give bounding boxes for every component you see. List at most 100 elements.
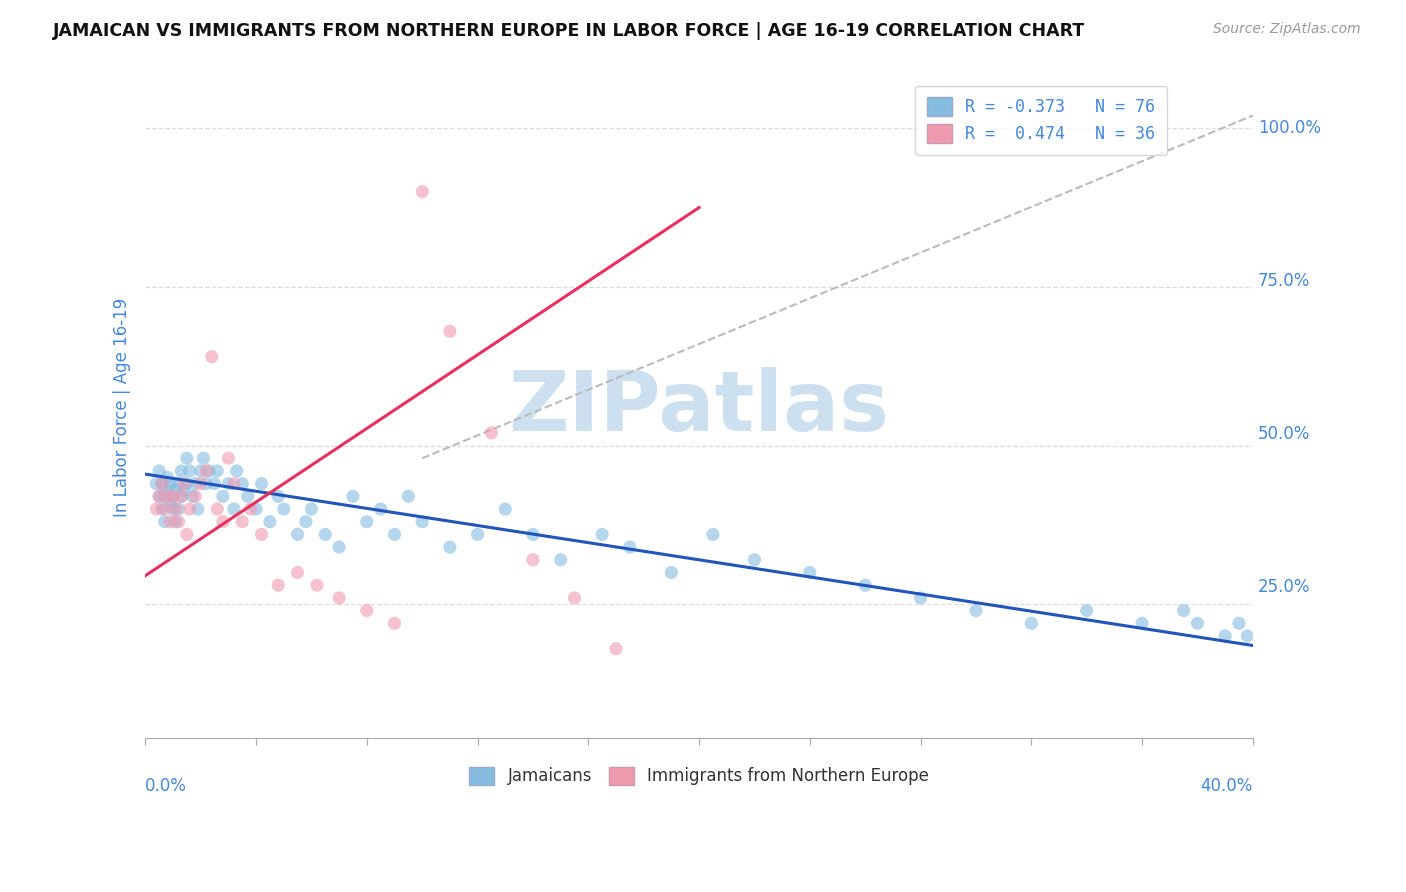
Point [661,566,683,580]
Point [156,470,179,484]
Point [1187,616,1209,631]
Point [156,489,179,503]
Point [184,489,207,503]
Point [250,476,273,491]
Point [356,515,378,529]
Point [328,591,350,605]
Point [522,553,544,567]
Point [145,502,167,516]
Point [211,489,233,503]
Point [162,502,184,516]
Point [150,476,173,491]
Point [965,603,987,617]
Point [702,527,724,541]
Point [356,603,378,617]
Point [170,464,193,478]
Point [245,502,267,516]
Point [176,476,198,491]
Point [273,502,295,516]
Point [1173,603,1195,617]
Point [287,566,309,580]
Point [467,527,489,541]
Point [150,476,173,491]
Point [167,515,190,529]
Point [295,515,318,529]
Point [222,476,245,491]
Point [222,502,245,516]
Point [267,578,290,592]
Point [494,502,516,516]
Point [231,476,253,491]
Point [259,515,281,529]
Point [287,527,309,541]
Point [384,527,406,541]
Point [1076,603,1098,617]
Point [231,515,253,529]
Point [239,502,262,516]
Point [184,476,207,491]
Point [550,553,572,567]
Point [370,502,392,516]
Point [910,591,932,605]
Point [153,515,176,529]
Text: JAMAICAN VS IMMIGRANTS FROM NORTHERN EUROPE IN LABOR FORCE | AGE 16-19 CORRELATI: JAMAICAN VS IMMIGRANTS FROM NORTHERN EUR… [53,22,1085,40]
Point [481,425,503,440]
Point [439,540,461,554]
Point [207,464,229,478]
Point [384,616,406,631]
Point [619,540,641,554]
Point [314,527,336,541]
Point [522,527,544,541]
Point [217,476,239,491]
Text: 0.0%: 0.0% [145,777,187,795]
Point [605,641,627,656]
Point [1130,616,1153,631]
Point [176,527,198,541]
Point [301,502,323,516]
Point [799,566,821,580]
Point [162,489,184,503]
Point [148,489,170,503]
Point [305,578,328,592]
Point [217,451,239,466]
Point [159,515,181,529]
Point [439,324,461,338]
Point [193,451,215,466]
Point [328,540,350,554]
Point [162,489,184,503]
Point [211,515,233,529]
Point [159,476,181,491]
Point [181,489,204,503]
Point [195,464,218,478]
Point [187,502,209,516]
Point [170,489,193,503]
Point [145,476,167,491]
Point [744,553,766,567]
Point [411,185,433,199]
Point [153,502,176,516]
Point [1021,616,1043,631]
Point [148,464,170,478]
Point [190,476,212,491]
Point [591,527,613,541]
Point [236,489,259,503]
Point [1227,616,1250,631]
Point [179,502,201,516]
Text: ZIPatlas: ZIPatlas [509,367,890,448]
Text: 40.0%: 40.0% [1201,777,1253,795]
Point [564,591,586,605]
Point [1213,629,1236,643]
Point [165,515,187,529]
Legend: Jamaicans, Immigrants from Northern Europe: Jamaicans, Immigrants from Northern Euro… [463,760,935,792]
Text: Source: ZipAtlas.com: Source: ZipAtlas.com [1213,22,1361,37]
Point [150,502,173,516]
Point [190,464,212,478]
Point [148,489,170,503]
Point [165,483,187,497]
Point [167,502,190,516]
Point [267,489,290,503]
Point [250,527,273,541]
Point [225,464,247,478]
Point [207,502,229,516]
Point [173,476,195,491]
